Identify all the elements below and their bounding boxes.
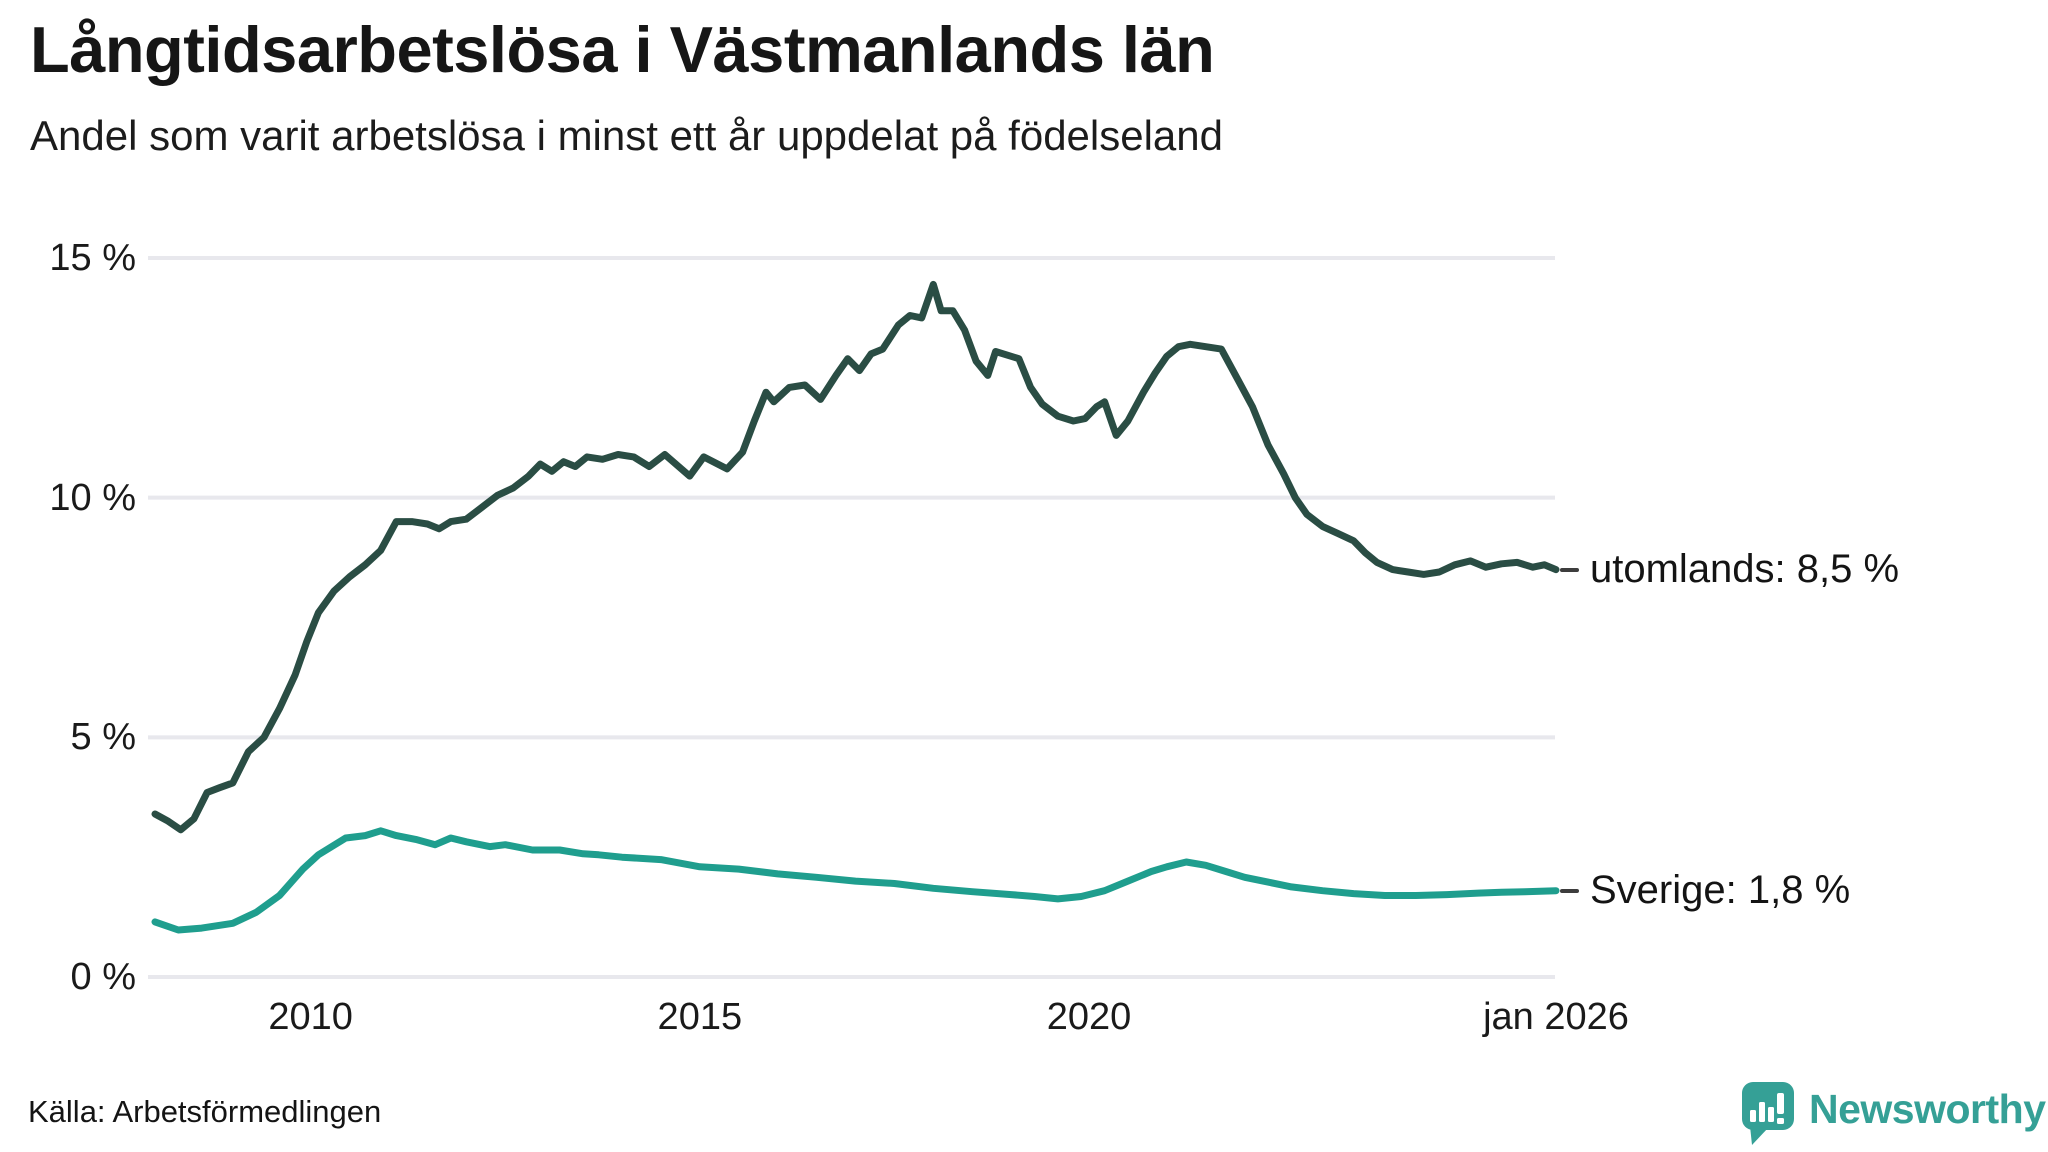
label-tick-icon <box>1560 567 1579 572</box>
x-axis-tick-label: jan 2026 <box>1483 996 1629 1038</box>
series-label-utomlands: utomlands: 8,5 % <box>1560 544 1899 596</box>
series-label-text: Sverige: 1,8 % <box>1590 868 1851 913</box>
source-note: Källa: Arbetsförmedlingen <box>28 1094 382 1129</box>
chart-subtitle: Andel som varit arbetslösa i minst ett å… <box>30 112 1224 159</box>
brand-name: Newsworthy <box>1809 1086 2046 1132</box>
label-tick-icon <box>1560 888 1579 893</box>
y-axis-tick-label: 0 % <box>70 956 136 998</box>
x-axis-tick-label: 2020 <box>1046 996 1132 1038</box>
newsworthy-icon <box>1742 1082 1794 1145</box>
y-axis-tick-label: 15 % <box>49 237 136 279</box>
line-Sverige <box>151 827 1560 934</box>
series-label-Sverige: Sverige: 1,8 % <box>1560 865 1850 917</box>
y-axis-tick-label: 10 % <box>49 476 136 519</box>
y-axis-tick-label: 5 % <box>70 716 136 759</box>
series-label-text: utomlands: 8,5 % <box>1590 547 1900 592</box>
x-axis-tick-label: 2015 <box>657 996 743 1038</box>
line-utomlands <box>151 280 1560 834</box>
x-axis-tick-label: 2010 <box>268 996 353 1038</box>
page-title: Långtidsarbetslösa i Västmanlands län <box>30 13 1215 86</box>
brand-logo: Newsworthy <box>1740 1080 2046 1146</box>
